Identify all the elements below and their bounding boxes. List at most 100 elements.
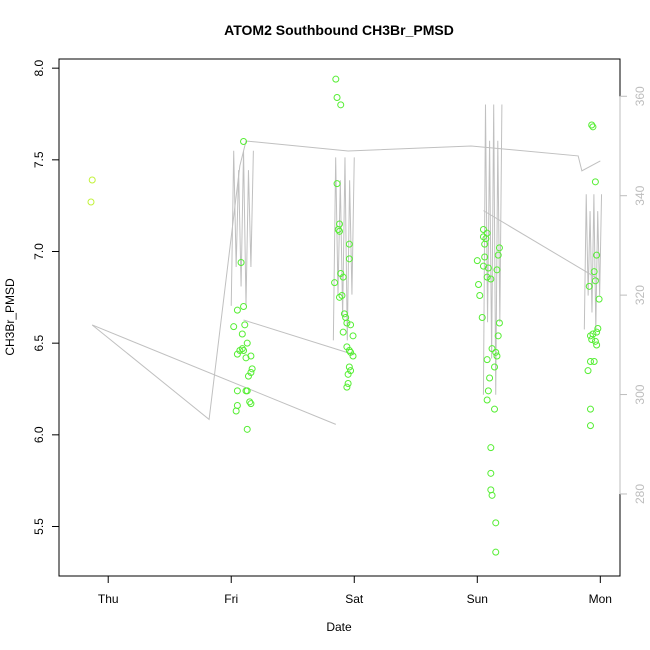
data-point xyxy=(242,354,250,362)
series-2-segment xyxy=(92,324,336,425)
data-point xyxy=(343,319,351,327)
data-point xyxy=(240,303,248,310)
data-point xyxy=(244,372,252,380)
data-point xyxy=(240,347,248,354)
data-point xyxy=(492,519,500,527)
data-point xyxy=(488,491,496,499)
data-point xyxy=(487,469,495,477)
data-point xyxy=(333,94,341,101)
series-2-burst xyxy=(332,157,355,341)
data-point xyxy=(494,332,502,340)
data-point xyxy=(491,363,499,371)
y-axis: 5.5 6.0 6.5 7.0 7.5 8.0 xyxy=(32,60,60,535)
y-tick-label: 6.0 xyxy=(32,426,46,443)
data-point xyxy=(233,350,241,358)
data-point xyxy=(88,176,96,184)
data-point xyxy=(243,387,251,395)
data-point xyxy=(241,321,249,329)
data-point xyxy=(593,251,601,259)
chart-title: ATOM2 Southbound CH3Br_PMSD xyxy=(224,22,454,38)
series-2-burst xyxy=(230,150,254,306)
data-point xyxy=(87,198,95,206)
data-point xyxy=(584,367,592,375)
y2-tick-label: 300 xyxy=(633,384,647,404)
x-axis: Thu Fri Sat Sun Mon xyxy=(98,575,612,606)
data-point xyxy=(345,347,353,354)
y2-axis: 280 300 320 340 360 xyxy=(619,86,647,504)
series-1-points xyxy=(87,75,603,556)
data-point xyxy=(493,352,501,360)
plot-frame xyxy=(58,58,621,577)
data-point xyxy=(491,405,499,413)
data-point xyxy=(233,402,241,409)
series-2-line xyxy=(91,140,601,421)
data-point xyxy=(481,253,489,261)
y-axis-label: CH3Br_PMSD xyxy=(3,278,17,356)
data-point xyxy=(484,264,492,272)
data-point xyxy=(483,356,491,364)
data-point xyxy=(230,323,238,331)
data-point xyxy=(483,273,491,281)
data-point xyxy=(487,444,495,452)
data-point xyxy=(492,548,500,556)
data-point xyxy=(343,383,351,391)
y-tick-label: 8.0 xyxy=(32,60,46,77)
data-point xyxy=(345,255,353,263)
x-tick-label: Sun xyxy=(467,592,488,606)
data-point xyxy=(349,352,357,360)
data-point xyxy=(591,178,599,186)
data-point xyxy=(331,279,339,287)
data-point xyxy=(588,336,596,343)
data-point xyxy=(233,387,241,395)
y-tick-label: 6.5 xyxy=(32,335,46,352)
y-tick-label: 5.5 xyxy=(32,518,46,535)
data-point xyxy=(590,358,598,365)
x-tick-label: Thu xyxy=(98,592,119,606)
series-2-segment xyxy=(483,210,601,281)
x-tick-label: Mon xyxy=(589,592,612,606)
data-point xyxy=(337,101,345,109)
data-point xyxy=(590,268,598,276)
data-point xyxy=(479,226,487,233)
data-point xyxy=(589,123,597,131)
data-point xyxy=(344,370,352,378)
series-2-segment xyxy=(243,319,355,356)
y2-tick-label: 340 xyxy=(633,185,647,205)
data-point xyxy=(347,321,355,329)
data-point xyxy=(594,325,602,332)
data-point xyxy=(478,314,486,321)
data-point xyxy=(232,407,240,415)
data-point xyxy=(240,138,248,145)
data-point xyxy=(591,337,599,345)
data-point xyxy=(586,332,594,340)
data-point xyxy=(238,330,246,338)
data-point xyxy=(233,306,241,314)
data-point xyxy=(586,422,594,430)
data-point xyxy=(585,282,593,290)
data-point xyxy=(473,257,481,265)
data-point xyxy=(339,273,347,281)
data-point xyxy=(588,121,596,129)
y2-tick-label: 360 xyxy=(633,86,647,106)
series-2-burst xyxy=(583,194,603,330)
series-2-burst xyxy=(482,104,503,395)
data-point xyxy=(483,396,491,404)
data-point xyxy=(475,281,483,288)
data-point xyxy=(247,400,255,408)
data-point xyxy=(246,398,254,406)
y-tick-label: 7.0 xyxy=(32,243,46,260)
data-point xyxy=(495,244,503,252)
data-point xyxy=(484,387,492,395)
x-axis-label: Date xyxy=(326,620,352,634)
data-point xyxy=(593,328,601,336)
data-point xyxy=(345,240,353,248)
y-tick-label: 7.5 xyxy=(32,151,46,168)
data-point xyxy=(586,358,594,365)
data-point xyxy=(487,275,495,283)
data-point xyxy=(487,486,495,494)
data-point xyxy=(339,328,347,336)
data-point xyxy=(481,240,489,248)
data-point xyxy=(336,227,343,235)
data-point xyxy=(243,425,251,433)
